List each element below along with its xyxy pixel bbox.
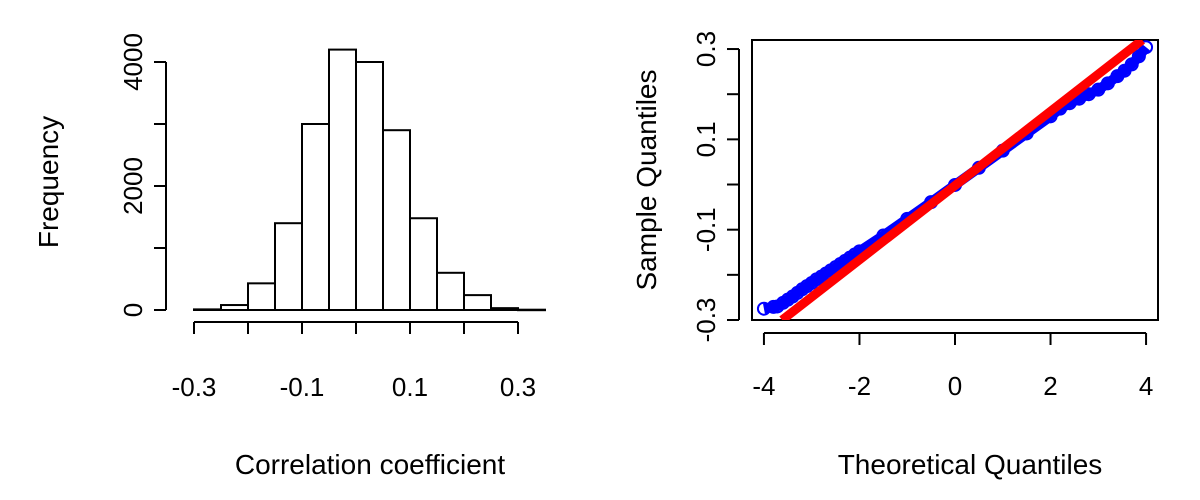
qq-x-tick-label: -4	[752, 371, 775, 401]
qq-y-axis: -0.3 -0.1 0.1 0.3	[691, 31, 740, 343]
histogram-bar	[193, 308, 222, 312]
histogram-x-axis: -0.3 -0.1 0.1 0.3	[172, 321, 536, 402]
qq-y-tick-label: 0.1	[691, 121, 721, 157]
histogram-bar	[328, 48, 357, 311]
histogram-bar	[355, 61, 384, 311]
qq-y-tick-label: -0.3	[691, 298, 721, 343]
histogram-bar	[382, 129, 411, 311]
histogram-panel: 0 2000 4000 -0.3 -0.1 0.1 0.3 Correlation coe…	[33, 33, 546, 480]
histogram-bars	[193, 48, 546, 312]
qq-sample-band	[763, 44, 1150, 314]
histogram-bar	[409, 217, 438, 312]
histogram-y-tick-label: 2000	[118, 157, 148, 215]
histogram-bar	[220, 304, 249, 312]
qq-x-tick-label: 4	[1139, 371, 1153, 401]
histogram-x-tick-label: 0.1	[392, 372, 428, 402]
histogram-bar	[490, 307, 519, 312]
histogram-x-tick-label: 0.3	[500, 372, 536, 402]
histogram-y-axis-label: Frequency	[33, 116, 64, 248]
histogram-bar	[517, 308, 546, 312]
histogram-x-tick-label: -0.3	[172, 372, 217, 402]
qq-plot-panel: -4 -2 0 2 4 -0.3 -0.1 0.1 0.3 Theoretical Quant…	[631, 31, 1159, 480]
histogram-bar	[463, 294, 492, 311]
histogram-x-tick-label: -0.1	[280, 372, 325, 402]
qq-y-tick-label: -0.1	[691, 207, 721, 252]
qq-reference-line	[779, 40, 1145, 320]
qq-x-tick-label: -2	[848, 371, 871, 401]
qq-y-tick-label: 0.3	[691, 31, 721, 67]
histogram-bar	[274, 222, 303, 311]
histogram-y-tick-label: 4000	[118, 33, 148, 91]
histogram-bar	[301, 123, 330, 311]
histogram-x-axis-label: Correlation coefficient	[235, 449, 506, 480]
histogram-bar	[436, 271, 465, 311]
qq-reference-line-group	[779, 40, 1145, 320]
histogram-y-axis: 0 2000 4000	[118, 33, 167, 317]
qq-x-tick-label: 0	[948, 371, 962, 401]
qq-x-tick-label: 2	[1043, 371, 1057, 401]
qq-x-axis-label: Theoretical Quantiles	[838, 449, 1103, 480]
histogram-bar	[247, 282, 276, 311]
qq-x-axis: -4 -2 0 2 4	[752, 332, 1153, 401]
histogram-y-tick-label: 0	[118, 303, 148, 317]
qq-y-axis-label: Sample Quantiles	[631, 69, 662, 290]
